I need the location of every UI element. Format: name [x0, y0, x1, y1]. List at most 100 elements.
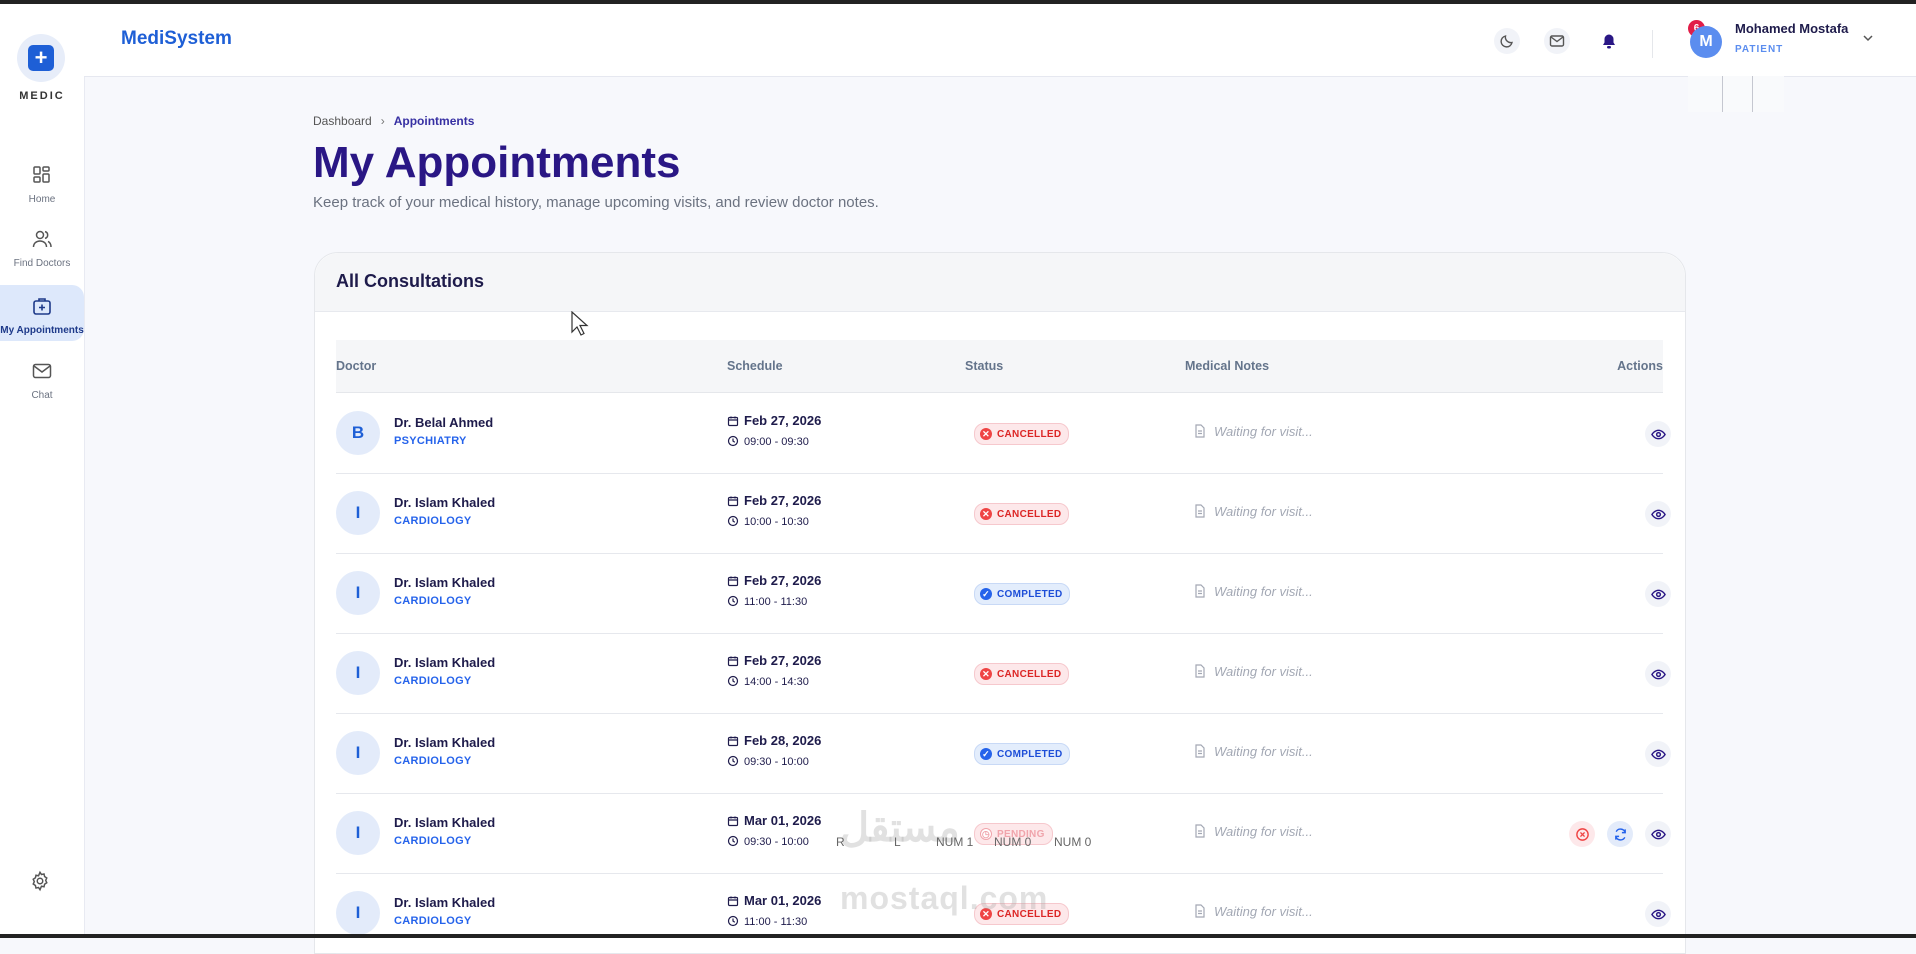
osd-indicator: R: [836, 835, 845, 849]
view-details-button[interactable]: [1645, 901, 1671, 927]
status-icon: ✕: [980, 668, 992, 680]
sidebar-item-chat[interactable]: Chat: [0, 360, 84, 410]
document-icon: [1195, 664, 1205, 678]
calendar-icon: [727, 656, 739, 667]
watermark-latin: mostaql.com: [840, 880, 1049, 916]
notes-text: Waiting for visit...: [1214, 424, 1313, 439]
status-badge: ✕ CANCELLED: [974, 503, 1070, 525]
dropdown-ghost-divider: [1722, 76, 1723, 112]
medical-notes: Waiting for visit...: [1194, 424, 1313, 439]
medical-bag-icon: [33, 298, 51, 315]
messages-button[interactable]: [1544, 28, 1570, 54]
clock-icon: [727, 675, 739, 687]
breadcrumb: Dashboard › Appointments: [313, 114, 474, 128]
reschedule-button[interactable]: [1607, 821, 1633, 847]
calendar-icon: [727, 496, 739, 507]
time-text: 09:30 - 10:00: [744, 756, 809, 768]
sidebar-item-my-appointments[interactable]: My Appointments: [0, 285, 84, 341]
eye-icon: [1650, 589, 1666, 599]
notes-text: Waiting for visit...: [1214, 584, 1313, 599]
table-row: I Dr. Islam Khaled CARDIOLOGY Feb 27, 20…: [336, 633, 1671, 714]
doctor-name: Dr. Islam Khaled: [394, 575, 496, 590]
date-text: Mar 01, 2026: [744, 813, 822, 828]
view-details-button[interactable]: [1645, 741, 1671, 767]
appointment-time: 09:30 - 10:00: [727, 835, 809, 848]
status-text: COMPLETED: [997, 588, 1063, 600]
user-name[interactable]: Mohamed Mostafa: [1735, 21, 1849, 36]
chevron-down-icon[interactable]: [1862, 32, 1874, 44]
notifications-button[interactable]: [1596, 28, 1622, 54]
eye-icon: [1650, 749, 1666, 759]
clock-icon: [727, 435, 739, 447]
logo-text: MEDIC: [19, 90, 65, 102]
table-row: I Dr. Islam Khaled CARDIOLOGY Feb 27, 20…: [336, 553, 1671, 634]
status-text: CANCELLED: [997, 668, 1062, 680]
view-details-button[interactable]: [1645, 661, 1671, 687]
column-header-schedule: Schedule: [727, 359, 783, 373]
document-icon: [1195, 904, 1205, 918]
status-badge: ✓ COMPLETED: [974, 743, 1071, 765]
dropdown-ghost-divider: [1752, 76, 1753, 112]
medical-notes: Waiting for visit...: [1194, 584, 1313, 599]
notes-text: Waiting for visit...: [1214, 744, 1313, 759]
time-text: 14:00 - 14:30: [744, 676, 809, 688]
breadcrumb-separator: ›: [380, 114, 385, 128]
gear-icon[interactable]: [29, 870, 51, 892]
document-icon: [1195, 584, 1205, 598]
appointment-date: Mar 01, 2026: [727, 893, 821, 908]
medical-notes: Waiting for visit...: [1194, 504, 1313, 519]
time-text: 11:00 - 11:30: [744, 596, 808, 608]
date-text: Feb 27, 2026: [744, 493, 822, 508]
status-icon: ✕: [980, 428, 992, 440]
view-details-button[interactable]: [1645, 421, 1671, 447]
doctor-specialty: PSYCHIATRY: [394, 435, 467, 447]
doctor-avatar: I: [336, 491, 380, 535]
column-header-actions: Actions: [1617, 359, 1663, 373]
status-icon: ✕: [980, 908, 992, 920]
status-text: PENDING: [997, 828, 1045, 840]
doctor-specialty: CARDIOLOGY: [394, 515, 472, 527]
moon-icon: [1500, 35, 1513, 48]
notes-text: Waiting for visit...: [1214, 664, 1313, 679]
appointment-date: Feb 27, 2026: [727, 653, 821, 668]
breadcrumb-dashboard[interactable]: Dashboard: [313, 114, 372, 128]
appointment-date: Feb 27, 2026: [727, 573, 821, 588]
theme-toggle-button[interactable]: [1494, 28, 1520, 54]
doctor-avatar: B: [336, 411, 380, 455]
table-row: I Dr. Islam Khaled CARDIOLOGY Feb 27, 20…: [336, 473, 1671, 554]
date-text: Feb 27, 2026: [744, 653, 822, 668]
medical-notes: Waiting for visit...: [1194, 904, 1313, 919]
view-details-button[interactable]: [1645, 501, 1671, 527]
eye-icon: [1650, 669, 1666, 679]
users-icon: [32, 230, 52, 248]
date-text: Mar 01, 2026: [744, 893, 822, 908]
osd-indicator: NUM 1: [936, 835, 974, 849]
cancel-appointment-button[interactable]: [1569, 821, 1595, 847]
clock-icon: [727, 515, 739, 527]
header-divider: [1652, 30, 1653, 58]
sidebar-item-home[interactable]: Home: [0, 164, 84, 214]
calendar-icon: [727, 736, 739, 747]
doctor-specialty: CARDIOLOGY: [394, 835, 472, 847]
brand-name[interactable]: MediSystem: [121, 28, 232, 49]
view-details-button[interactable]: [1645, 821, 1671, 847]
view-details-button[interactable]: [1645, 581, 1671, 607]
avatar[interactable]: M: [1690, 26, 1722, 58]
time-text: 10:00 - 10:30: [744, 516, 809, 528]
sidebar-item-label: My Appointments: [0, 325, 84, 336]
eye-icon: [1650, 909, 1666, 919]
document-icon: [1195, 824, 1205, 838]
appointment-date: Feb 27, 2026: [727, 413, 821, 428]
date-text: Feb 27, 2026: [744, 413, 822, 428]
appointment-time: 11:00 - 11:30: [727, 595, 807, 608]
doctor-specialty: CARDIOLOGY: [394, 675, 472, 687]
refresh-icon: [1614, 827, 1626, 841]
medical-cross-icon: +: [28, 45, 54, 71]
table-row: I Dr. Islam Khaled CARDIOLOGY Mar 01, 20…: [336, 793, 1671, 874]
eye-icon: [1650, 509, 1666, 519]
logo[interactable]: +: [17, 34, 65, 82]
sidebar-item-find-doctors[interactable]: Find Doctors: [0, 228, 84, 278]
mail-icon: [1549, 35, 1565, 47]
calendar-icon: [727, 576, 739, 587]
appointment-date: Feb 28, 2026: [727, 733, 821, 748]
